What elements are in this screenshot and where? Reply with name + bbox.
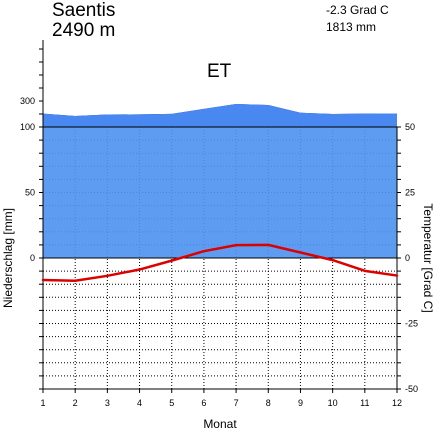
station-elevation: 2490 m (52, 20, 116, 41)
climate-classification: ET (207, 61, 232, 82)
x-tick-label: 6 (201, 398, 206, 408)
x-tick-label: 11 (360, 398, 369, 408)
x-tick-label: 3 (105, 398, 110, 408)
x-tick-label: 7 (234, 398, 239, 408)
x-tick-label: 12 (392, 398, 402, 408)
x-tick-label: 4 (137, 398, 142, 408)
x-tick-label: 5 (169, 398, 174, 408)
x-tick-label: 10 (328, 398, 338, 408)
left-tick-label: 0 (30, 253, 35, 263)
right-tick-label: 0 (405, 253, 410, 263)
x-tick-label: 9 (298, 398, 303, 408)
x-tick-label: 8 (266, 398, 271, 408)
x-tick-label: 1 (40, 398, 45, 408)
right-tick-label: -25 (405, 319, 418, 329)
right-tick-label: -50 (405, 384, 418, 394)
precipitation-area (43, 103, 397, 259)
right-tick-label: 50 (405, 122, 415, 132)
x-axis-title: Monat (203, 417, 237, 430)
right-axis-title: Temperatur [Grad C] (421, 203, 435, 312)
x-tick-label: 2 (73, 398, 78, 408)
right-tick-label: 25 (405, 188, 415, 198)
station-name: Saentis (52, 0, 116, 21)
left-tick-label: 100 (20, 122, 35, 132)
annual-precipitation: 1813 mm (326, 20, 377, 34)
temperature-series-line (41, 243, 399, 283)
annual-temperature: -2.3 Grad C (326, 3, 389, 17)
left-tick-label: 50 (25, 188, 35, 198)
left-tick-label: 300 (20, 96, 35, 106)
left-axis-title: Niederschlag [mm] (1, 208, 15, 308)
